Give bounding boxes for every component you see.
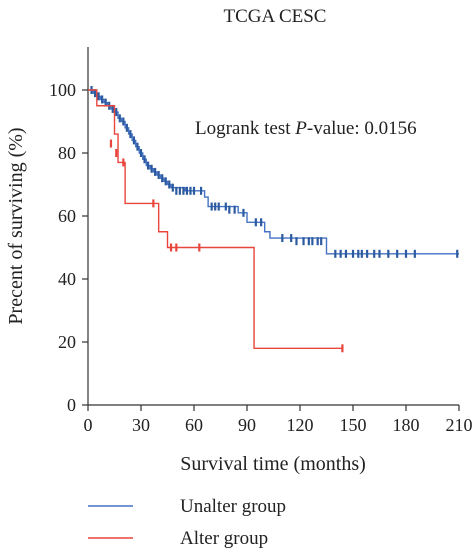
chart-title: TCGA CESC (224, 6, 327, 27)
plot-area: 0 20 40 60 80 100 0 30 60 90 120 150 180 210 (49, 47, 473, 435)
x-tick-label: 180 (393, 415, 420, 435)
x-axis-title: Survival time (months) (180, 453, 366, 475)
y-tick-label: 0 (67, 395, 76, 415)
x-tick-label: 60 (185, 415, 203, 435)
y-tick-label: 80 (58, 143, 76, 163)
survival-curve (88, 89, 459, 255)
x-tick-label: 30 (132, 415, 150, 435)
y-tick-label: 60 (58, 206, 76, 226)
y-tick-label: 20 (58, 332, 76, 352)
x-axis-ticks: 0 30 60 90 120 150 180 210 (84, 405, 473, 435)
x-tick-label: 90 (238, 415, 256, 435)
legend: Unalter group Alter group (88, 496, 286, 549)
x-tick-label: 120 (287, 415, 314, 435)
legend-label: Alter group (180, 528, 268, 549)
annotation-suffix: -value: 0.0156 (307, 118, 417, 139)
y-axis-title: Precent of surviving (%) (5, 127, 27, 324)
legend-label: Unalter group (180, 496, 286, 517)
annotation-p: P (294, 118, 307, 139)
series-alter-group (88, 89, 344, 353)
annotation-prefix: Logrank test (195, 118, 295, 139)
y-tick-label: 40 (58, 269, 76, 289)
series-layer (88, 86, 459, 353)
x-tick-label: 150 (340, 415, 367, 435)
y-tick-label: 100 (49, 80, 76, 100)
x-tick-label: 210 (446, 415, 473, 435)
logrank-annotation: Logrank test P-value: 0.0156 (195, 118, 417, 139)
series-unalter-group (88, 86, 459, 258)
y-axis-ticks: 0 20 40 60 80 100 (49, 80, 88, 415)
survival-curve (88, 89, 343, 349)
x-tick-label: 0 (84, 415, 93, 435)
